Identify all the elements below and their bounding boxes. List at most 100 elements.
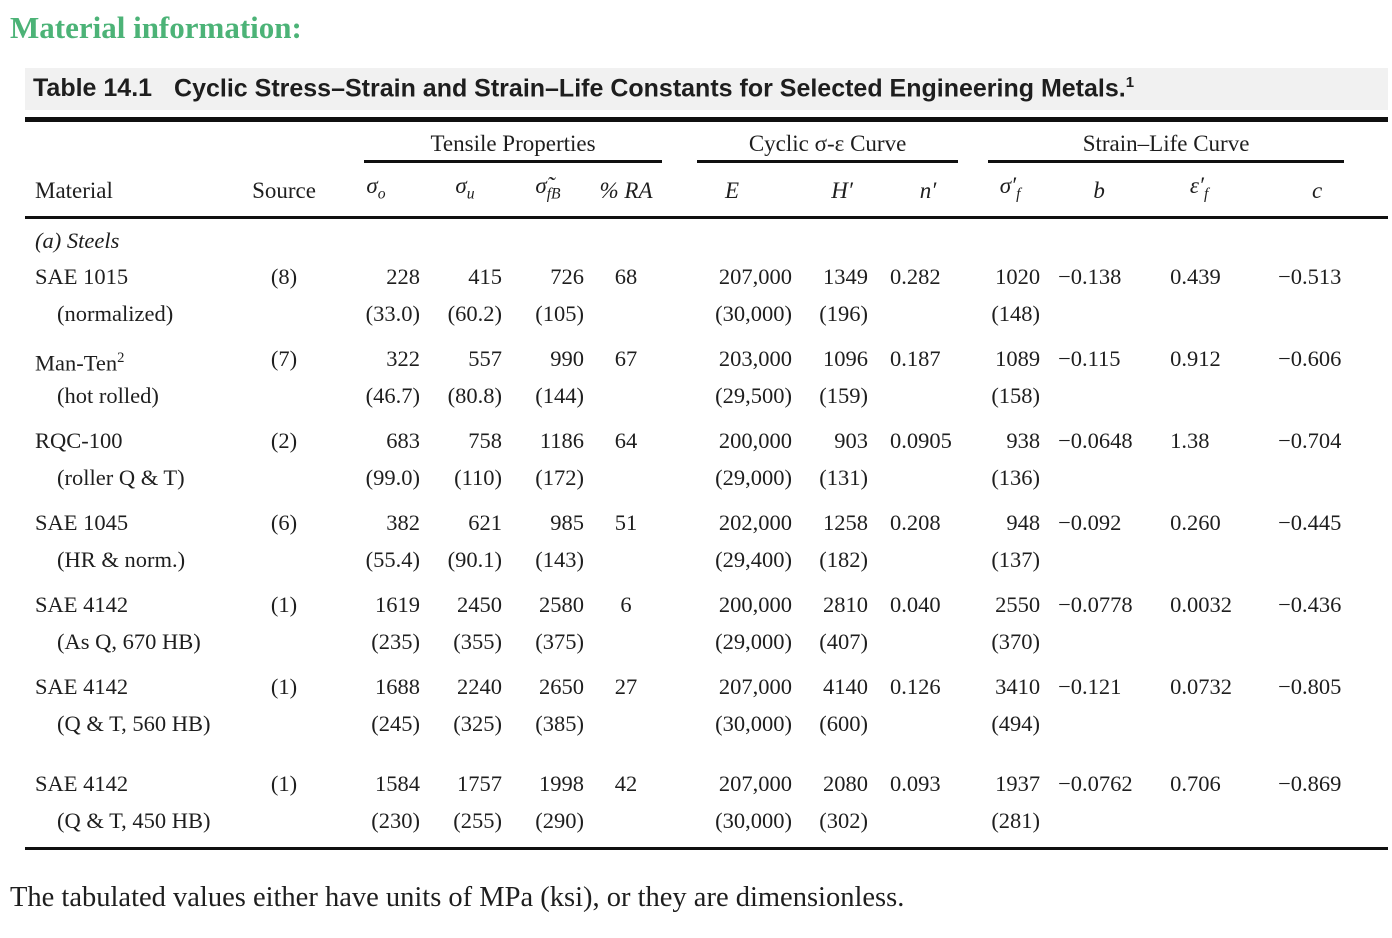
cell-sigma-f-prime: 3410 (494) [974,668,1046,750]
material-condition: (hot rolled) [57,382,159,408]
value: −0.445 [1278,509,1342,535]
cell-pct-RA: 68 [590,258,662,340]
cell-material: SAE 1015 (normalized) [25,258,240,340]
material-name: SAE 4142 [35,591,129,617]
cell-H-prime: 2080 (302) [802,750,882,849]
value-mpa: 2810 [823,591,869,617]
value: 0.439 [1170,263,1221,289]
value-ksi: (80.8) [447,382,502,408]
material-sup: 2 [117,349,125,366]
cell-source: (8) [240,258,328,340]
col-header-c: c [1246,163,1389,219]
material-condition: (HR & norm.) [57,546,186,572]
cell-c: −0.805 [1246,668,1388,750]
value: 6 [620,591,632,617]
value-ksi: (137) [991,546,1041,572]
group-tensile-properties: Tensile Properties [364,131,663,164]
cell-sigma-f-prime: 948 (137) [974,504,1046,586]
material-name: RQC-100 [35,427,123,453]
material-condition: (Q & T, 450 HB) [57,807,211,833]
cell-sigma-f-prime: 2550 (370) [974,586,1046,668]
value: 67 [614,345,638,371]
cell-sigma-fB: 2580 (375) [506,586,590,668]
value-ksi: (90.1) [447,546,502,572]
cell-sigma-fB: 1998 (290) [506,750,590,849]
section-row-steels: (a) Steels [25,217,1388,258]
material-name: SAE 4142 [35,770,129,796]
value: −0.805 [1278,673,1342,699]
value-ksi: (245) [371,710,420,736]
table-row: Man-Ten2 (hot rolled) (7) 322 (46.7) 557… [25,340,1388,422]
value: (1) [270,591,298,617]
value-mpa: 2450 [457,591,502,617]
material-condition: (As Q, 670 HB) [57,628,201,654]
value-mpa: 948 [1006,509,1041,535]
value-ksi: (407) [819,628,869,654]
cell-sigma-o: 228 (33.0) [328,258,424,340]
cell-material: SAE 4142 (As Q, 670 HB) [25,586,240,668]
cell-H-prime: 903 (131) [802,422,882,504]
value-mpa: 990 [550,345,584,371]
cell-source: (1) [240,750,328,849]
value-mpa: 207,000 [718,673,793,699]
value: 0.706 [1170,770,1221,796]
value-ksi: (281) [991,807,1041,833]
value-ksi: (370) [991,628,1041,654]
value-mpa: 1096 [823,345,869,371]
value-ksi: (33.0) [365,300,420,326]
value-mpa: 1584 [375,770,420,796]
col-header-source: Source [240,163,328,219]
value-ksi: (30,000) [715,807,793,833]
value: −0.513 [1278,263,1342,289]
value-mpa: 621 [468,509,502,535]
cell-H-prime: 4140 (600) [802,668,882,750]
cell-pct-RA: 6 [590,586,662,668]
cell-E: 207,000 (30,000) [662,750,802,849]
cell-n-prime: 0.282 [882,258,974,340]
cell-sigma-u: 415 (60.2) [424,258,506,340]
cell-sigma-u: 2450 (355) [424,586,506,668]
cell-sigma-o: 322 (46.7) [328,340,424,422]
value: 0.187 [890,345,941,371]
value: −0.0762 [1058,770,1133,796]
cell-eps-f-prime: 0.706 [1152,750,1246,849]
value: 51 [614,509,638,535]
material-name: SAE 4142 [35,673,129,699]
value-mpa: 207,000 [718,770,793,796]
cell-pct-RA: 64 [590,422,662,504]
cell-E: 207,000 (30,000) [662,258,802,340]
value-ksi: (29,000) [715,464,793,490]
value-ksi: (143) [535,546,584,572]
value-mpa: 1757 [457,770,502,796]
value-mpa: 415 [468,263,502,289]
value-mpa: 202,000 [718,509,793,535]
value-ksi: (144) [535,382,584,408]
cell-sigma-fB: 726 (105) [506,258,590,340]
value-ksi: (196) [819,300,869,326]
value-ksi: (158) [991,382,1041,408]
value-mpa: 207,000 [718,263,793,289]
value: (2) [270,427,298,453]
value-ksi: (29,400) [715,546,793,572]
value-mpa: 2550 [995,591,1041,617]
constants-table: Tensile Properties Cyclic σ-ε Curve Stra… [25,117,1389,850]
cell-sigma-o: 1619 (235) [328,586,424,668]
cell-material: SAE 1045 (HR & norm.) [25,504,240,586]
group-cyclic-curve: Cyclic σ-ε Curve [697,131,959,164]
value-mpa: 2580 [539,591,584,617]
cell-sigma-u: 621 (90.1) [424,504,506,586]
value: −0.092 [1058,509,1122,535]
cell-sigma-u: 1757 (255) [424,750,506,849]
value: −0.115 [1058,345,1121,371]
table-row: SAE 4142 (Q & T, 560 HB) (1) 1688 (245) … [25,668,1388,750]
cell-b: −0.115 [1046,340,1152,422]
value: (1) [270,673,298,699]
value-mpa: 2080 [823,770,869,796]
value-mpa: 683 [386,427,420,453]
cell-pct-RA: 51 [590,504,662,586]
value: 0.260 [1170,509,1221,535]
cell-n-prime: 0.208 [882,504,974,586]
group-strain-life-curve: Strain–Life Curve [988,131,1345,164]
value-mpa: 382 [386,509,420,535]
cell-pct-RA: 67 [590,340,662,422]
